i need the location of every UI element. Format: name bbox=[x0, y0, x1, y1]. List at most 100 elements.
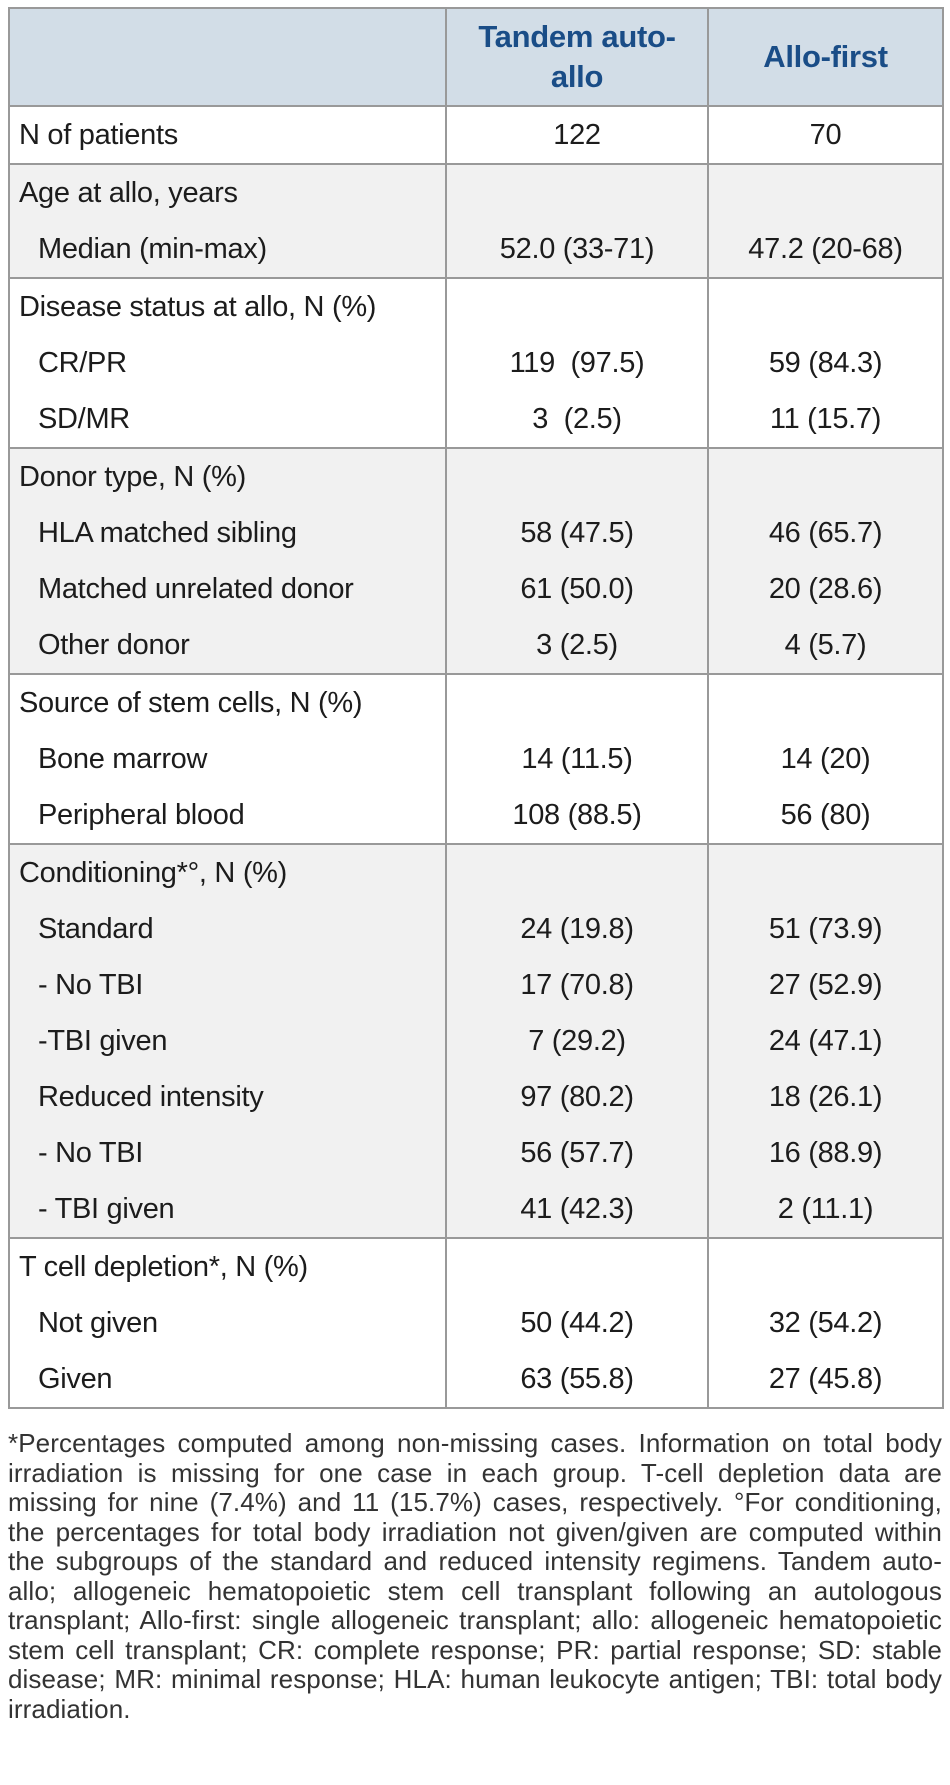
tandem-value: 108 (88.5) bbox=[445, 787, 708, 844]
row-label: Given bbox=[9, 1351, 446, 1408]
table-row: - No TBI 17 (70.8) 27 (52.9) bbox=[9, 957, 943, 1013]
section-label: T cell depletion*, N (%) bbox=[9, 1238, 446, 1295]
row-label: Reduced intensity bbox=[9, 1069, 446, 1125]
column-header-tandem-auto-allo: Tandem auto-allo bbox=[445, 8, 708, 106]
section-n-of-patients: N of patients 122 70 bbox=[9, 106, 943, 164]
tandem-value bbox=[445, 164, 708, 221]
table-row: Conditioning*°, N (%) bbox=[9, 844, 943, 901]
table-row: Age at allo, years bbox=[9, 164, 943, 221]
table-row: Given 63 (55.8) 27 (45.8) bbox=[9, 1351, 943, 1408]
row-label: - TBI given bbox=[9, 1181, 446, 1238]
allofirst-value: 2 (11.1) bbox=[707, 1181, 943, 1238]
tandem-value bbox=[445, 674, 708, 731]
row-label: Median (min-max) bbox=[9, 221, 446, 278]
tandem-value bbox=[445, 448, 708, 505]
table-row: N of patients 122 70 bbox=[9, 106, 943, 164]
row-label: N of patients bbox=[9, 106, 446, 164]
tandem-value: 24 (19.8) bbox=[445, 901, 708, 957]
allofirst-value: 18 (26.1) bbox=[707, 1069, 943, 1125]
allofirst-value: 56 (80) bbox=[707, 787, 943, 844]
allofirst-value bbox=[707, 278, 943, 335]
row-label: -TBI given bbox=[9, 1013, 446, 1069]
row-label: Other donor bbox=[9, 617, 446, 674]
row-label: Matched unrelated donor bbox=[9, 561, 446, 617]
patient-characteristics-table: Tandem auto-allo Allo-first N of patient… bbox=[8, 7, 944, 1409]
table-row: Source of stem cells, N (%) bbox=[9, 674, 943, 731]
tandem-value: 3 (2.5) bbox=[445, 617, 708, 674]
allofirst-value: 51 (73.9) bbox=[707, 901, 943, 957]
table-row: Donor type, N (%) bbox=[9, 448, 943, 505]
tandem-value: 7 (29.2) bbox=[445, 1013, 708, 1069]
section-age-at-allo: Age at allo, years Median (min-max) 52.0… bbox=[9, 164, 943, 278]
allofirst-value: 59 (84.3) bbox=[707, 335, 943, 391]
section-donor-type: Donor type, N (%) HLA matched sibling 58… bbox=[9, 448, 943, 674]
table-row: Reduced intensity 97 (80.2) 18 (26.1) bbox=[9, 1069, 943, 1125]
allofirst-value bbox=[707, 674, 943, 731]
row-label: - No TBI bbox=[9, 1125, 446, 1181]
section-label: Age at allo, years bbox=[9, 164, 446, 221]
table-row: - TBI given 41 (42.3) 2 (11.1) bbox=[9, 1181, 943, 1238]
section-label: Donor type, N (%) bbox=[9, 448, 446, 505]
table-row: -TBI given 7 (29.2) 24 (47.1) bbox=[9, 1013, 943, 1069]
row-label: Peripheral blood bbox=[9, 787, 446, 844]
table-footnote: *Percentages computed among non-missing … bbox=[8, 1428, 942, 1724]
allofirst-value: 11 (15.7) bbox=[707, 391, 943, 448]
table-row: HLA matched sibling 58 (47.5) 46 (65.7) bbox=[9, 505, 943, 561]
tandem-value: 41 (42.3) bbox=[445, 1181, 708, 1238]
allofirst-value bbox=[707, 164, 943, 221]
table-row: SD/MR 3 (2.5) 11 (15.7) bbox=[9, 391, 943, 448]
row-label: Not given bbox=[9, 1295, 446, 1351]
allofirst-value bbox=[707, 1238, 943, 1295]
section-label: Source of stem cells, N (%) bbox=[9, 674, 446, 731]
header-row: Tandem auto-allo Allo-first bbox=[9, 8, 943, 106]
table-row: CR/PR 119 (97.5) 59 (84.3) bbox=[9, 335, 943, 391]
tandem-value: 97 (80.2) bbox=[445, 1069, 708, 1125]
tandem-value: 119 (97.5) bbox=[445, 335, 708, 391]
table-row: Peripheral blood 108 (88.5) 56 (80) bbox=[9, 787, 943, 844]
tandem-value: 14 (11.5) bbox=[445, 731, 708, 787]
table-row: Disease status at allo, N (%) bbox=[9, 278, 943, 335]
row-label: CR/PR bbox=[9, 335, 446, 391]
table-row: Not given 50 (44.2) 32 (54.2) bbox=[9, 1295, 943, 1351]
allofirst-value: 16 (88.9) bbox=[707, 1125, 943, 1181]
header-empty-cell bbox=[9, 8, 446, 106]
tandem-value bbox=[445, 1238, 708, 1295]
allofirst-value: 70 bbox=[707, 106, 943, 164]
section-conditioning: Conditioning*°, N (%) Standard 24 (19.8)… bbox=[9, 844, 943, 1238]
tandem-value: 63 (55.8) bbox=[445, 1351, 708, 1408]
allofirst-value bbox=[707, 448, 943, 505]
tandem-value: 58 (47.5) bbox=[445, 505, 708, 561]
allofirst-value bbox=[707, 844, 943, 901]
tandem-value: 122 bbox=[445, 106, 708, 164]
section-disease-status: Disease status at allo, N (%) CR/PR 119 … bbox=[9, 278, 943, 448]
tandem-value bbox=[445, 844, 708, 901]
section-label: Conditioning*°, N (%) bbox=[9, 844, 446, 901]
row-label: HLA matched sibling bbox=[9, 505, 446, 561]
row-label: SD/MR bbox=[9, 391, 446, 448]
table-row: Median (min-max) 52.0 (33-71) 47.2 (20-6… bbox=[9, 221, 943, 278]
tandem-value: 50 (44.2) bbox=[445, 1295, 708, 1351]
table-row: Matched unrelated donor 61 (50.0) 20 (28… bbox=[9, 561, 943, 617]
allofirst-value: 4 (5.7) bbox=[707, 617, 943, 674]
row-label: - No TBI bbox=[9, 957, 446, 1013]
table-row: - No TBI 56 (57.7) 16 (88.9) bbox=[9, 1125, 943, 1181]
allofirst-value: 24 (47.1) bbox=[707, 1013, 943, 1069]
section-t-cell-depletion: T cell depletion*, N (%) Not given 50 (4… bbox=[9, 1238, 943, 1408]
tandem-value: 52.0 (33-71) bbox=[445, 221, 708, 278]
table-row: Bone marrow 14 (11.5) 14 (20) bbox=[9, 731, 943, 787]
tandem-value: 3 (2.5) bbox=[445, 391, 708, 448]
allofirst-value: 14 (20) bbox=[707, 731, 943, 787]
table-row: Standard 24 (19.8) 51 (73.9) bbox=[9, 901, 943, 957]
tandem-value: 56 (57.7) bbox=[445, 1125, 708, 1181]
tandem-value bbox=[445, 278, 708, 335]
row-label: Bone marrow bbox=[9, 731, 446, 787]
allofirst-value: 27 (45.8) bbox=[707, 1351, 943, 1408]
allofirst-value: 47.2 (20-68) bbox=[707, 221, 943, 278]
section-label: Disease status at allo, N (%) bbox=[9, 278, 446, 335]
tandem-value: 17 (70.8) bbox=[445, 957, 708, 1013]
allofirst-value: 27 (52.9) bbox=[707, 957, 943, 1013]
allofirst-value: 32 (54.2) bbox=[707, 1295, 943, 1351]
row-label: Standard bbox=[9, 901, 446, 957]
section-source-of-stem-cells: Source of stem cells, N (%) Bone marrow … bbox=[9, 674, 943, 844]
table-row: T cell depletion*, N (%) bbox=[9, 1238, 943, 1295]
